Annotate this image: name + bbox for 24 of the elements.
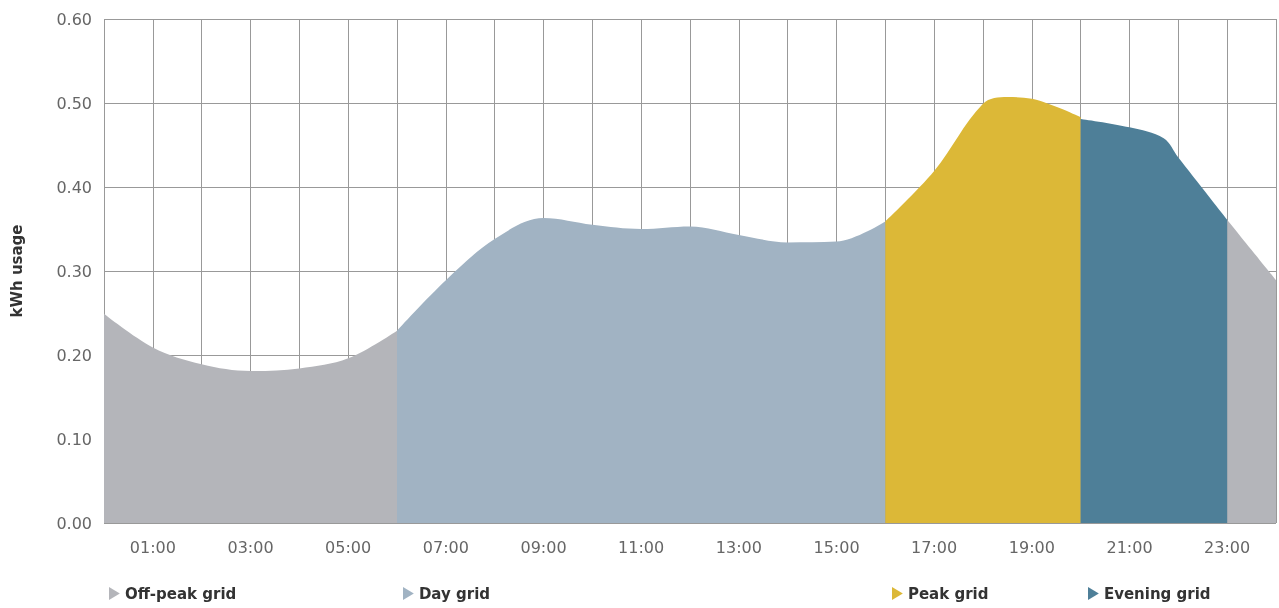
y-tick-label: 0.10 <box>56 429 92 449</box>
y-tick-label: 0.40 <box>56 177 92 197</box>
x-tick-label: 21:00 <box>1106 537 1153 557</box>
x-tick-label: 17:00 <box>911 537 958 557</box>
x-tick-label: 13:00 <box>715 537 762 557</box>
y-tick-label: 0.60 <box>56 9 92 29</box>
x-tick-label: 07:00 <box>422 537 469 557</box>
legend-label: Off-peak grid <box>124 584 237 603</box>
x-tick-label: 05:00 <box>325 537 372 557</box>
legend-label: Evening grid <box>1103 584 1211 603</box>
x-tick-label: 19:00 <box>1008 537 1055 557</box>
x-tick-label: 15:00 <box>813 537 860 557</box>
x-tick-label: 23:00 <box>1204 537 1251 557</box>
x-tick-label: 03:00 <box>227 537 274 557</box>
x-tick-label: 11:00 <box>618 537 665 557</box>
x-tick-label: 09:00 <box>520 537 567 557</box>
y-tick-label: 0.00 <box>56 513 92 533</box>
y-axis-title: kWh usage <box>7 224 26 318</box>
y-tick-label: 0.20 <box>56 345 92 365</box>
y-tick-label: 0.30 <box>56 261 92 281</box>
x-tick-label: 01:00 <box>129 537 176 557</box>
legend-label: Peak grid <box>907 584 989 603</box>
y-tick-label: 0.50 <box>56 93 92 113</box>
legend-label: Day grid <box>418 584 491 603</box>
